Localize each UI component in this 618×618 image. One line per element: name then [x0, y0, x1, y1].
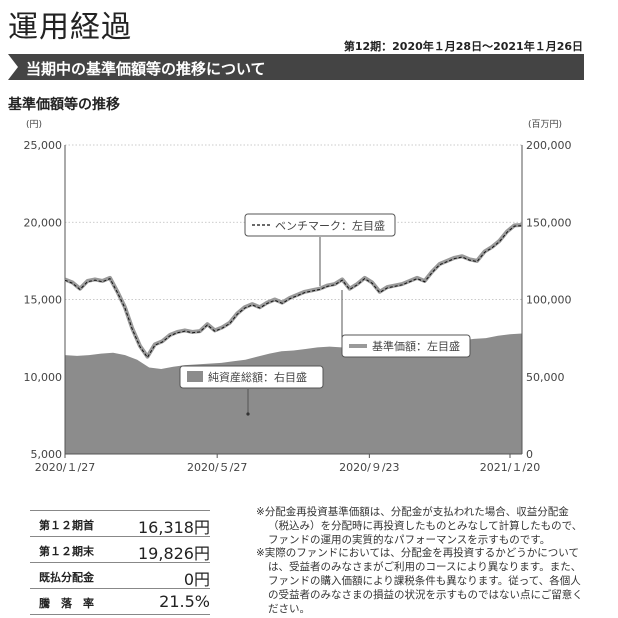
y-right-unit: (百万円): [528, 119, 562, 130]
chart-axes: [64, 145, 523, 458]
x-tick-label: 2020/９/23: [339, 461, 399, 474]
footnote: ※分配金再投資基準価額は、分配金が支払われた場合、収益分配金（税込み）を分配時に…: [256, 506, 583, 546]
section-title: 当期中の基準価額等の推移について: [26, 60, 266, 78]
section-bar: 当期中の基準価額等の推移について: [8, 54, 584, 80]
assets-callout-dot: [246, 412, 250, 416]
assets-legend-label: 純資産総額：右目盛: [208, 370, 307, 384]
y-right-tick-label: 100,000: [526, 294, 572, 307]
nav-legend-label: 基準価額：左目盛: [372, 339, 460, 353]
summary-label: 既払分配金: [39, 571, 94, 584]
period-label: 第12期：2020年１月28日～2021年１月26日: [343, 40, 583, 53]
chart-grid: [65, 144, 522, 378]
summary-value: 16,318円: [138, 518, 210, 537]
footnote: ※実際のファンドにおいては、分配金を再投資するかどうかについては、受益者のみなさ…: [256, 547, 583, 615]
summary-value: 21.5%: [159, 592, 210, 611]
summary-table: 第１２期首 16,318円 第１２期末 19,826円 既払分配金 0円 騰 落…: [30, 510, 210, 615]
chart-heading: 基準価額等の推移: [8, 97, 120, 113]
benchmark-legend-label: ベンチマーク：左目盛: [275, 219, 385, 233]
net-assets-area: [65, 333, 522, 454]
x-tick-label: 2020/１/27: [35, 461, 95, 474]
y-left-tick-label: 15,000: [24, 294, 63, 307]
benchmark-legend-box: [244, 213, 396, 237]
assets-legend-box: [179, 365, 324, 389]
assets-legend-swatch: [187, 371, 203, 382]
y-right-tick-label: 0: [526, 448, 533, 461]
summary-label: 騰 落 率: [39, 597, 94, 610]
y-right-tick-label: 50,000: [526, 371, 565, 384]
chevron-right-icon: [8, 54, 18, 80]
summary-label: 第１２期末: [39, 545, 94, 558]
summary-label: 第１２期首: [39, 519, 94, 532]
y-left-tick-label: 10,000: [24, 371, 63, 384]
x-tick-label: 2020/５/27: [187, 461, 247, 474]
summary-row: 既払分配金 0円: [30, 563, 210, 589]
summary-row: 騰 落 率 21.5%: [30, 589, 210, 615]
summary-row: 第１２期首 16,318円: [30, 510, 210, 537]
summary-row: 第１２期末 19,826円: [30, 537, 210, 563]
chart-labels: 5,000 0 10,000 50,000 15,000 100,000 20,000 150…: [24, 119, 572, 474]
benchmark-line: [64, 225, 523, 359]
nav-legend-box: [341, 334, 471, 358]
footnotes: ※分配金再投資基準価額は、分配金が支払われた場合、収益分配金（税込み）を分配時に…: [256, 506, 586, 616]
summary-value: 19,826円: [138, 544, 210, 563]
y-left-unit: (円): [26, 119, 42, 130]
y-left-tick-label: 5,000: [31, 448, 63, 461]
y-left-tick-label: 25,000: [24, 139, 63, 152]
nav-line: [64, 222, 523, 359]
page-title: 運用経過: [8, 10, 132, 45]
summary-value: 0円: [183, 570, 210, 589]
y-right-tick-label: 200,000: [526, 139, 572, 152]
y-left-tick-label: 20,000: [24, 216, 63, 229]
y-right-tick-label: 150,000: [526, 216, 572, 229]
x-tick-label: 2021/１/20: [480, 461, 540, 474]
